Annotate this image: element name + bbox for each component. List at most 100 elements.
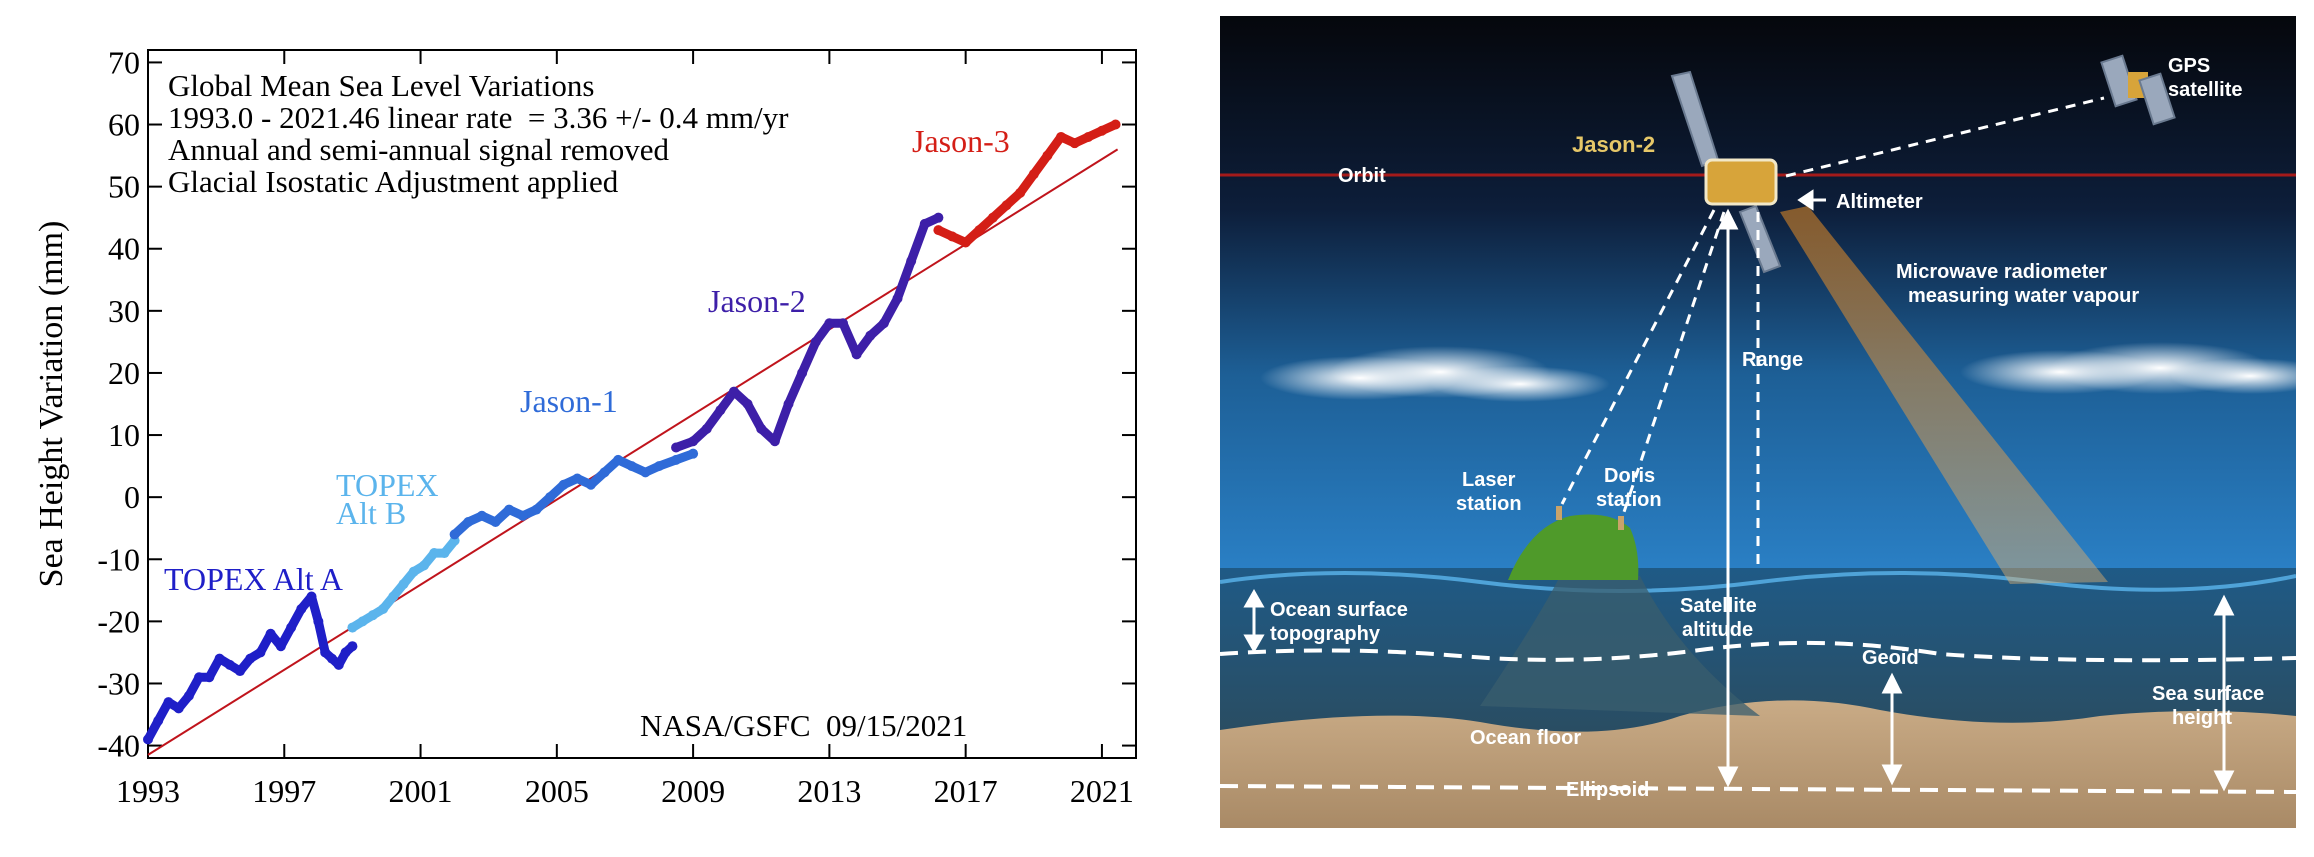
data-point bbox=[960, 237, 971, 248]
data-point bbox=[296, 603, 307, 614]
sea-level-chart: 1993 1997 2001 2005 2009 2013 2017 2021 -40 -30 -2… bbox=[33, 44, 1137, 809]
data-point bbox=[769, 436, 780, 447]
data-point bbox=[408, 566, 419, 577]
data-point bbox=[234, 666, 245, 677]
data-point bbox=[476, 510, 487, 521]
data-point bbox=[572, 473, 583, 484]
cloud-left bbox=[1260, 346, 1610, 402]
chart-title-line-2: 1993.0 - 2021.46 linear rate = 3.36 +/- … bbox=[168, 100, 789, 135]
y-tick-label: -20 bbox=[97, 603, 140, 639]
data-point bbox=[398, 579, 409, 590]
data-point bbox=[313, 616, 324, 627]
label-doris-line1: Doris bbox=[1604, 465, 1655, 487]
cloud-right bbox=[1960, 342, 2296, 394]
y-axis-label: Sea Height Variation (mm) bbox=[33, 221, 70, 588]
data-point bbox=[1083, 131, 1094, 142]
data-point bbox=[418, 560, 429, 571]
data-point bbox=[947, 231, 958, 242]
data-point bbox=[1042, 150, 1053, 161]
diagram-svg: GPS satellite Orbit Altimeter Microwave … bbox=[1220, 16, 2296, 828]
data-point bbox=[797, 367, 808, 378]
data-point bbox=[286, 622, 297, 633]
series-label-jason-2: Jason-2 bbox=[708, 283, 806, 319]
data-point bbox=[613, 454, 624, 465]
data-point bbox=[1110, 119, 1121, 130]
y-tick-label: 20 bbox=[108, 355, 140, 391]
data-point bbox=[1015, 187, 1026, 198]
x-tick-label: 1997 bbox=[252, 773, 316, 809]
chart-title-block: Global Mean Sea Level Variations 1993.0 … bbox=[168, 68, 789, 199]
label-gps-line1: GPS bbox=[2168, 55, 2210, 77]
data-point bbox=[838, 318, 849, 329]
chart-svg: 1993 1997 2001 2005 2009 2013 2017 2021 -40 -30 -2… bbox=[33, 44, 1137, 809]
label-ocean-floor: Ocean floor bbox=[1470, 727, 1581, 749]
y-tick-label: 10 bbox=[108, 417, 140, 453]
data-point bbox=[742, 399, 753, 409]
data-point bbox=[143, 734, 153, 745]
data-point bbox=[347, 641, 358, 652]
series-label-topex-a: TOPEX Alt A bbox=[164, 561, 343, 597]
label-orbit: Orbit bbox=[1338, 165, 1386, 187]
x-tick-label: 2005 bbox=[525, 773, 589, 809]
data-point bbox=[688, 436, 699, 447]
data-point bbox=[906, 256, 917, 267]
label-altimeter: Altimeter bbox=[1836, 191, 1923, 213]
data-point bbox=[449, 529, 460, 540]
label-ocean-topo-line2: topography bbox=[1270, 623, 1381, 645]
data-point bbox=[824, 318, 835, 329]
data-point bbox=[378, 603, 389, 614]
label-geoid: Geoid bbox=[1862, 647, 1919, 669]
sea-body bbox=[1220, 568, 2296, 756]
data-point bbox=[626, 461, 637, 472]
ticks-layer: 1993 1997 2001 2005 2009 2013 2017 2021 -40 -30 -2… bbox=[97, 44, 1136, 809]
series-label-jason-1: Jason-1 bbox=[520, 383, 618, 419]
y-tick-label: -40 bbox=[97, 728, 140, 764]
label-doris-line2: station bbox=[1596, 489, 1662, 511]
label-laser-line2: station bbox=[1456, 493, 1522, 515]
data-point bbox=[933, 212, 944, 223]
data-point bbox=[987, 212, 998, 223]
data-point bbox=[275, 641, 286, 652]
data-point bbox=[531, 504, 542, 515]
chart-title-line-4: Glacial Isostatic Adjustment applied bbox=[168, 164, 619, 199]
data-point bbox=[585, 479, 596, 490]
label-sat-alt-line1: Satellite bbox=[1680, 595, 1757, 617]
ocean-floor-shape bbox=[1220, 700, 2296, 828]
data-point bbox=[728, 386, 739, 397]
data-point bbox=[810, 336, 821, 347]
data-point bbox=[333, 659, 344, 670]
series-label-topex-b-line2: Alt B bbox=[336, 495, 406, 531]
label-jason2: Jason-2 bbox=[1572, 132, 1655, 157]
data-point bbox=[306, 591, 317, 602]
x-tick-label: 2013 bbox=[797, 773, 861, 809]
altimetry-diagram: GPS satellite Orbit Altimeter Microwave … bbox=[1220, 16, 2296, 828]
y-tick-label: -10 bbox=[97, 541, 140, 577]
doris-station-marker bbox=[1618, 516, 1624, 530]
x-tick-label: 2009 bbox=[661, 773, 725, 809]
island bbox=[1508, 514, 1639, 580]
sea-surface bbox=[1220, 571, 2296, 593]
data-point bbox=[173, 703, 184, 714]
trend-line bbox=[147, 148, 1119, 756]
data-point bbox=[326, 653, 337, 664]
chart-title-line-3: Annual and semi-annual signal removed bbox=[168, 132, 670, 167]
data-point bbox=[1069, 138, 1080, 149]
data-point bbox=[255, 647, 266, 658]
ellipsoid-line bbox=[1220, 784, 2296, 794]
data-point bbox=[490, 517, 501, 527]
data-point bbox=[439, 548, 450, 559]
data-point bbox=[671, 442, 682, 453]
x-tick-label: 2001 bbox=[389, 773, 453, 809]
x-tick-label: 1993 bbox=[116, 773, 180, 809]
y-tick-label: 0 bbox=[124, 479, 140, 515]
data-point bbox=[783, 399, 794, 409]
data-point bbox=[701, 423, 712, 434]
label-gps-line2: satellite bbox=[2168, 79, 2242, 101]
data-point bbox=[974, 225, 985, 236]
data-point bbox=[183, 690, 194, 701]
data-point bbox=[892, 293, 903, 304]
data-point bbox=[320, 647, 331, 658]
data-point bbox=[933, 225, 944, 236]
data-point bbox=[367, 610, 378, 621]
data-point bbox=[388, 591, 399, 602]
